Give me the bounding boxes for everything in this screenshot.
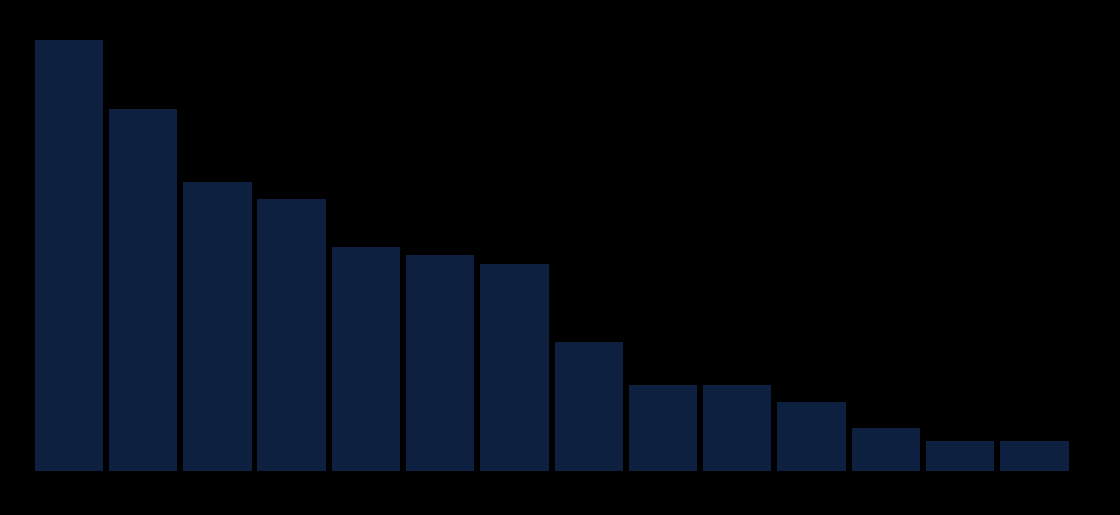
Bar	[851, 428, 920, 471]
Bar	[703, 385, 772, 471]
Bar	[332, 247, 400, 471]
Bar	[777, 402, 846, 471]
Bar	[184, 182, 252, 471]
Bar	[554, 342, 623, 471]
Bar	[109, 109, 177, 471]
Bar	[628, 385, 697, 471]
Bar	[258, 199, 326, 471]
Bar	[926, 441, 995, 471]
Bar	[1000, 441, 1068, 471]
Bar	[35, 40, 103, 471]
Bar	[407, 255, 475, 471]
Bar	[480, 264, 549, 471]
